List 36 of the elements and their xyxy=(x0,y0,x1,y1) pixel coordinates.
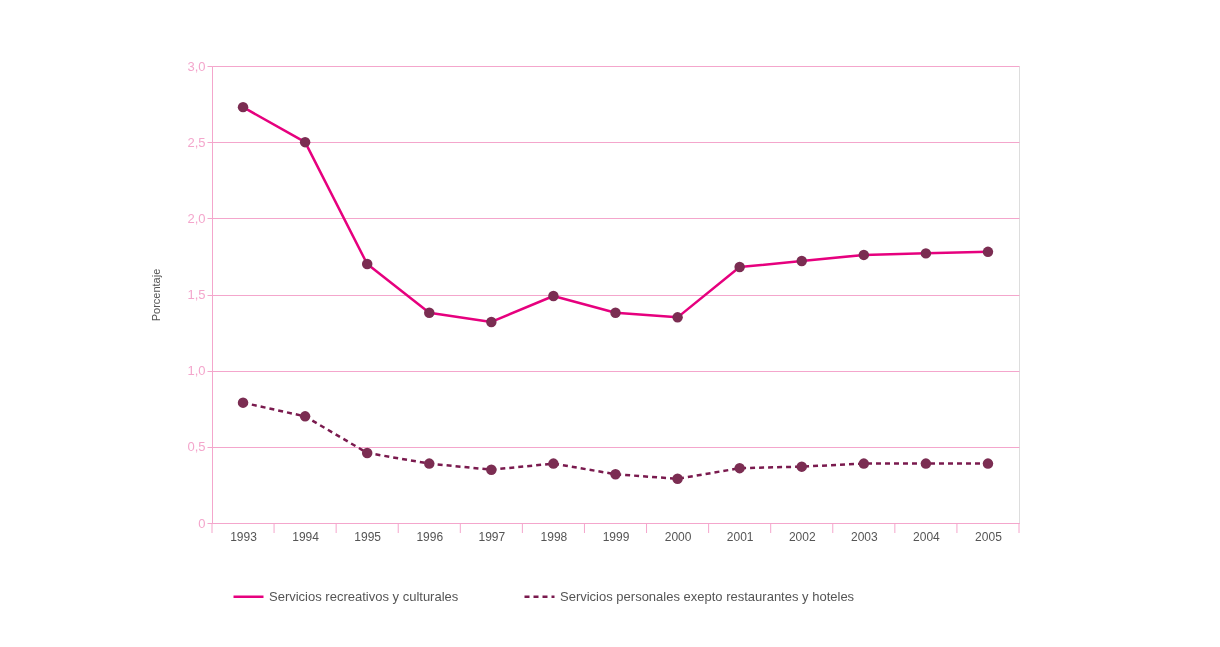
legend-label: Servicios recreativos y culturales xyxy=(269,588,459,604)
x-tick-label: 1994 xyxy=(292,529,320,544)
point xyxy=(672,473,683,485)
y-axis-title: Porcentaje xyxy=(150,268,163,322)
x-tick-label: 1996 xyxy=(416,529,444,544)
x-tick-label: 2000 xyxy=(664,529,692,544)
point xyxy=(486,464,497,475)
x-tick-label: 1993 xyxy=(230,529,258,544)
x-tick-label: 2002 xyxy=(788,529,816,544)
y-tick-label: 2,0 xyxy=(187,210,206,226)
x-tick-label: 2005 xyxy=(975,529,1003,544)
x-tick-label: 1997 xyxy=(478,529,506,544)
legend-label: Servicios personales exepto restaurantes y hoteles xyxy=(560,588,855,604)
y-tick-label: 2,5 xyxy=(187,134,206,150)
point xyxy=(299,411,311,422)
x-tick-label: 2001 xyxy=(726,529,754,544)
point xyxy=(734,462,745,474)
x-tick-label: 1999 xyxy=(602,529,630,544)
point xyxy=(548,458,559,469)
point xyxy=(982,458,994,469)
x-tick-label: 2003 xyxy=(850,529,878,544)
point xyxy=(796,461,807,472)
point xyxy=(424,458,435,469)
y-tick-label: 1,0 xyxy=(187,363,206,379)
point xyxy=(920,458,932,469)
x-tick-label: 1995 xyxy=(354,529,382,544)
x-tick-label: 1998 xyxy=(540,529,568,544)
y-tick-label: 0,5 xyxy=(187,439,206,455)
point xyxy=(858,458,870,469)
y-tick-label: 1,5 xyxy=(187,287,206,302)
x-tick-label: 2004 xyxy=(913,529,941,544)
point xyxy=(237,397,249,408)
point xyxy=(361,447,373,459)
y-tick-label: 0 xyxy=(198,515,206,531)
point xyxy=(610,469,621,480)
y-tick-label: 3,0 xyxy=(187,58,206,74)
